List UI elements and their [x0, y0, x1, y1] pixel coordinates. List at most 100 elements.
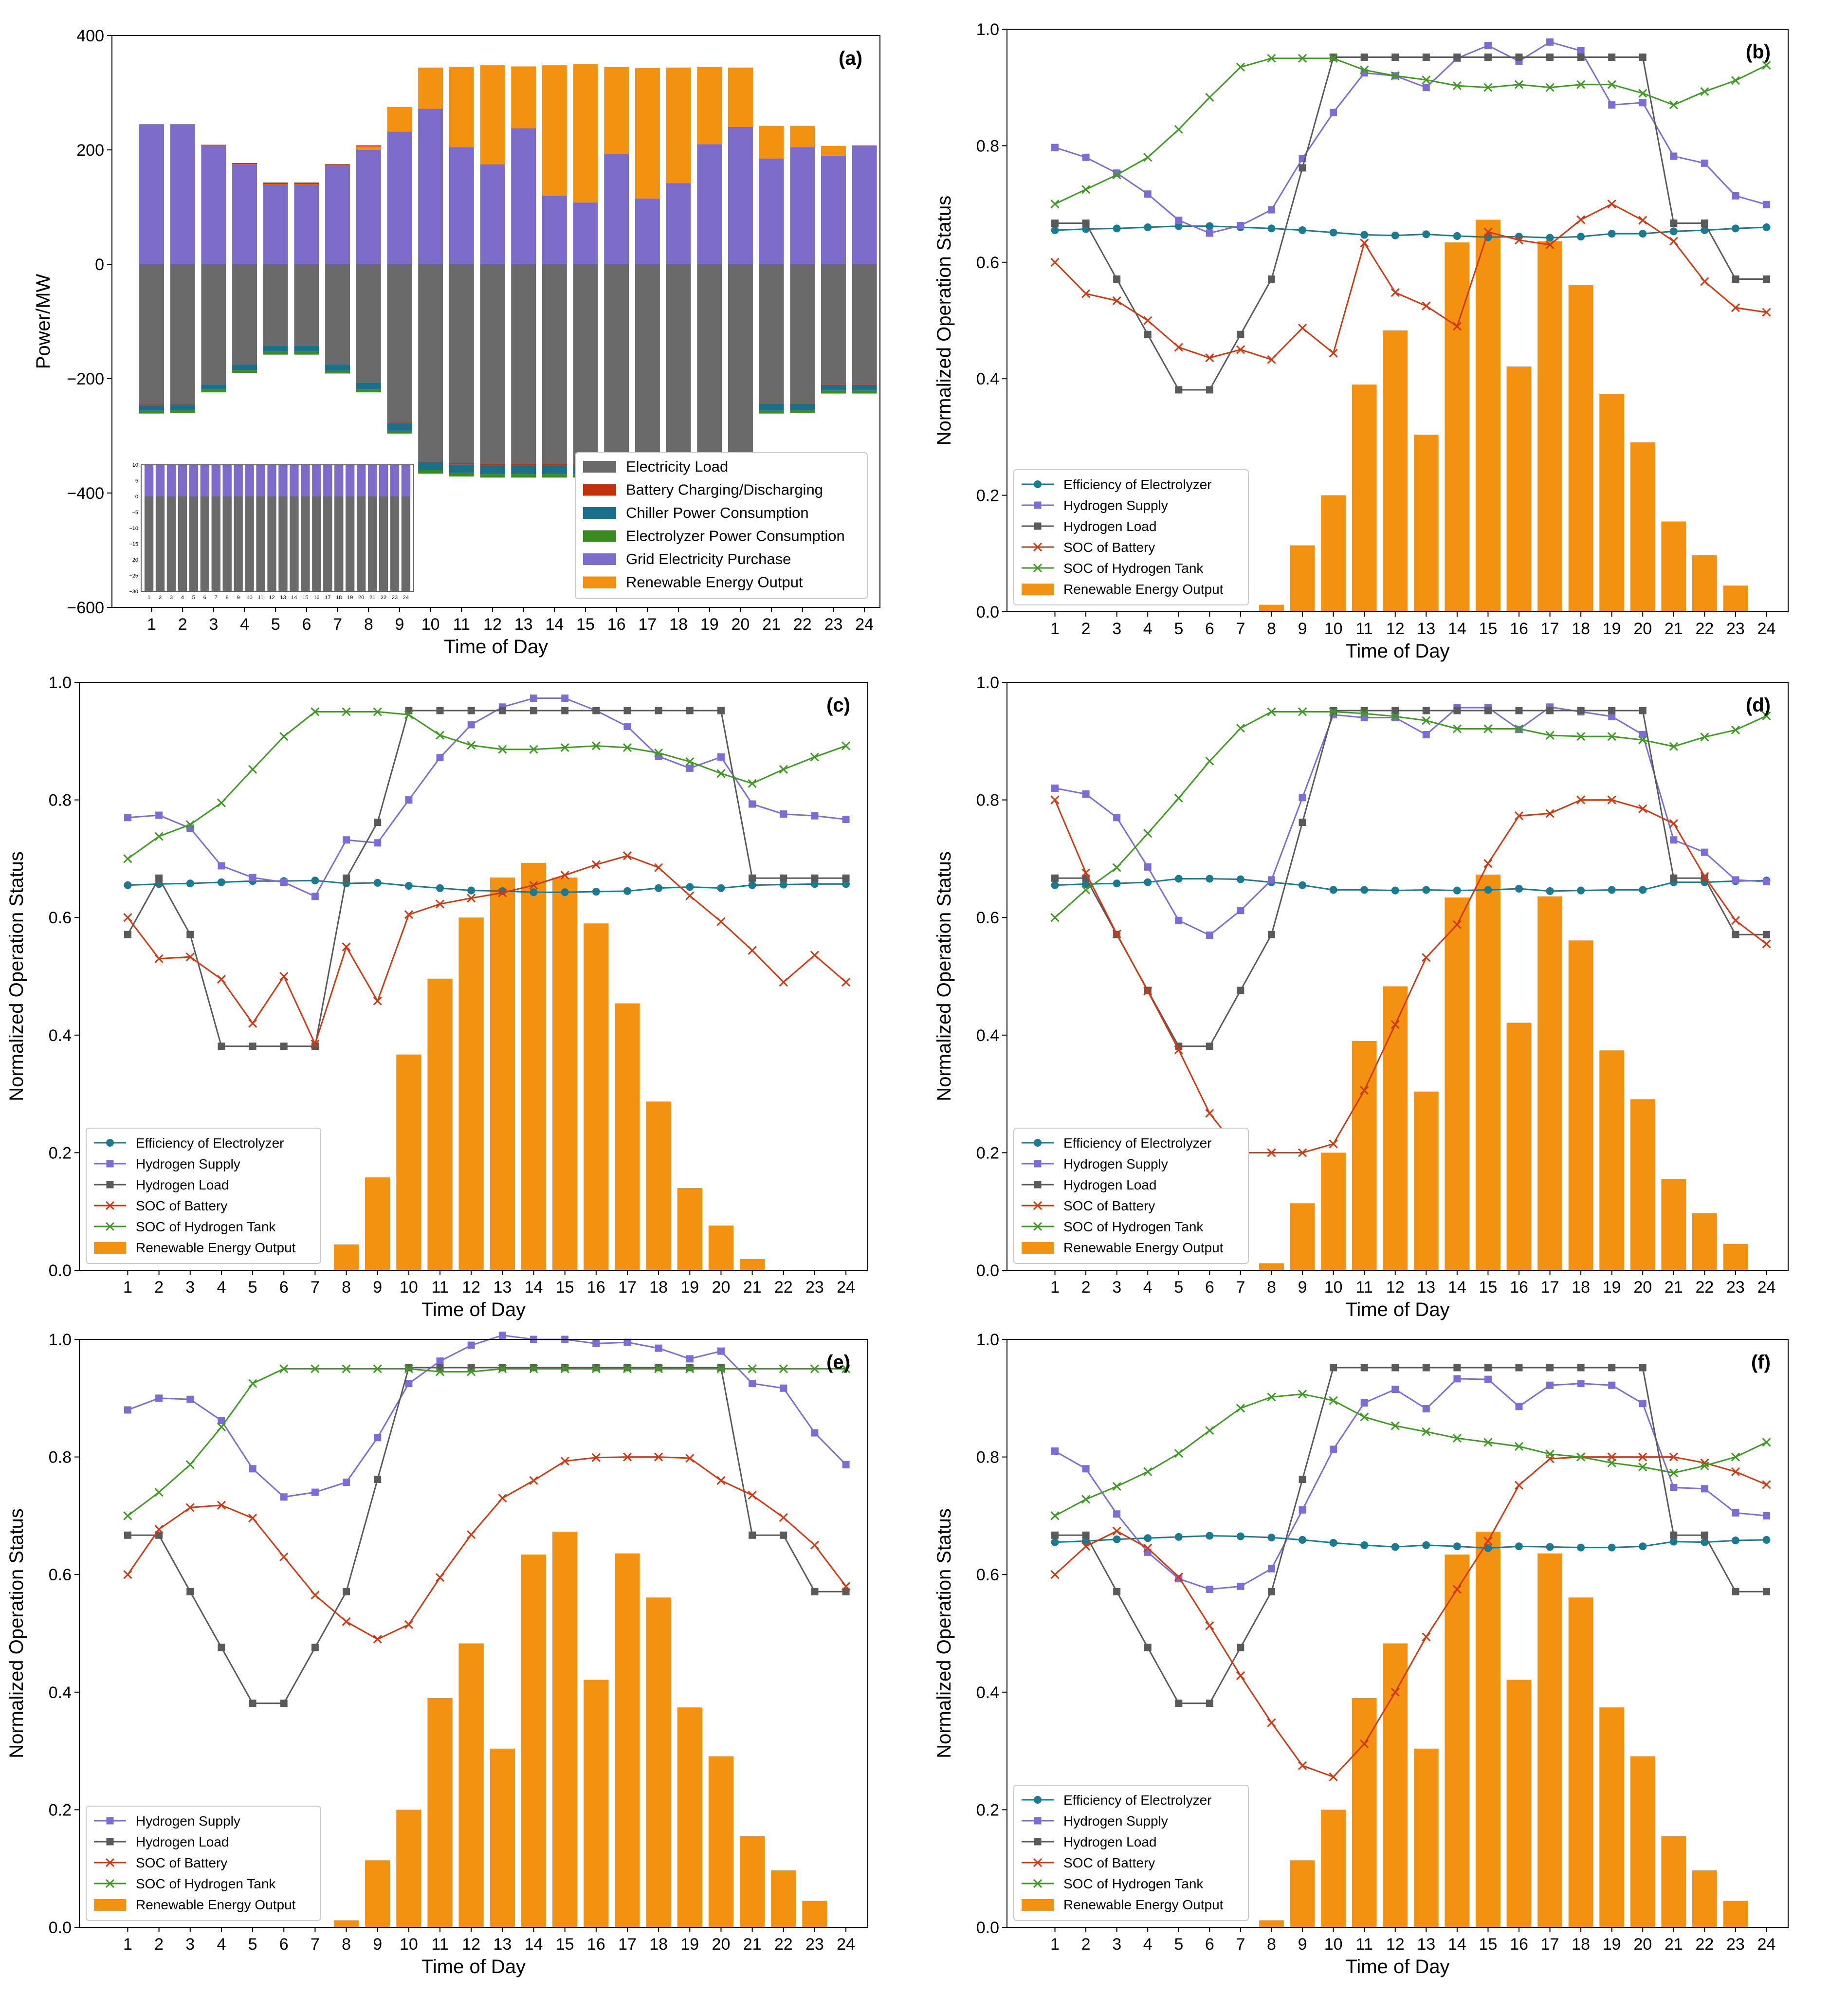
series-point-eff: [748, 881, 756, 889]
series-point-eff: [1608, 230, 1616, 238]
series-point-socbat: [1267, 1148, 1276, 1157]
x-tick-label: 12: [1386, 1935, 1405, 1954]
legend-box: [575, 452, 868, 599]
series-point-socbat: [622, 851, 632, 860]
series-point-socbat: [654, 1452, 663, 1462]
inset-x-tick-label: 15: [302, 595, 308, 601]
series-point-soctank: [779, 1364, 788, 1373]
bar-chiller: [232, 364, 257, 370]
y-tick-label: 0.0: [49, 1919, 72, 1937]
series-point-soctank: [154, 832, 164, 841]
x-tick-label: 19: [700, 615, 719, 634]
series-point-socbat: [1762, 308, 1771, 317]
x-tick-label: 10: [1324, 1935, 1343, 1954]
x-tick-label: 2: [1081, 1278, 1091, 1297]
series-point-h2load: [1608, 1364, 1616, 1372]
series-point-h2supply: [467, 721, 475, 729]
series-point-h2load: [1082, 220, 1090, 227]
bar-battery: [511, 464, 536, 466]
renewable-bar: [1476, 875, 1500, 1270]
inset-bar-load: [301, 496, 310, 591]
legend-label: Electricity Load: [626, 458, 728, 475]
renewable-bar: [1630, 1099, 1655, 1270]
series-line-socbat: [127, 855, 847, 1046]
renewable-bar: [1321, 1810, 1346, 1927]
series-point-h2supply: [1082, 1465, 1090, 1473]
bar-chiller: [480, 465, 505, 475]
x-tick-label: 23: [805, 1278, 824, 1297]
series-point-soctank: [217, 1422, 226, 1432]
series-point-eff: [1113, 224, 1121, 233]
renewable-bar: [1476, 220, 1500, 612]
series-point-h2load: [1391, 1364, 1399, 1372]
series-point-h2load: [1732, 1588, 1739, 1595]
series-point-h2load: [780, 874, 787, 882]
y-tick-label: 1.0: [976, 20, 999, 39]
series-point-eff: [1267, 1534, 1276, 1542]
series-point-eff: [1515, 1542, 1523, 1551]
series-point-soctank: [529, 745, 538, 754]
bar-grid: [170, 124, 195, 264]
series-point-soctank: [716, 769, 726, 778]
series-point-socbat: [748, 1491, 757, 1500]
series-point-socbat: [1143, 987, 1153, 996]
series-point-h2supply: [842, 1461, 850, 1468]
inset-bar-grid: [200, 465, 209, 496]
series-point-socbat: [1638, 216, 1647, 225]
series-point-h2load: [686, 1364, 694, 1372]
bar-electrolyzer: [294, 351, 319, 355]
series-point-eff: [1329, 886, 1337, 894]
series-point-socbat: [1576, 795, 1586, 805]
series-point-socbat: [1607, 795, 1616, 805]
series-point-h2load: [1330, 1364, 1337, 1372]
x-tick-label: 20: [1633, 1278, 1652, 1297]
series-point-h2supply: [1206, 229, 1213, 237]
series-point-eff: [1051, 1538, 1059, 1546]
series-point-socbat: [1081, 289, 1091, 298]
series-point-h2load: [467, 707, 475, 714]
bar-battery: [480, 464, 505, 466]
series-point-soctank: [1050, 200, 1060, 209]
series-point-h2supply: [1330, 1445, 1337, 1453]
series-point-h2load: [1453, 1364, 1461, 1372]
inset-bar-grid: [222, 465, 232, 496]
inset-x-tick-label: 23: [392, 595, 398, 601]
x-axis-label: Time of Day: [1345, 640, 1449, 662]
series-point-h2load: [1546, 707, 1554, 714]
plot-frame: [1006, 682, 1789, 1271]
inset-bar-grid: [334, 465, 344, 496]
series-point-socbat: [1236, 345, 1245, 354]
inset-bar-grid: [245, 465, 254, 496]
series-line-h2supply: [1055, 706, 1767, 936]
series-point-soctank: [748, 779, 757, 788]
plot-frame: [1006, 1339, 1789, 1928]
x-axis-label: Time of Day: [1345, 1299, 1449, 1320]
series-point-h2supply: [1763, 878, 1771, 886]
x-tick-label: 24: [837, 1935, 855, 1954]
series-point-h2supply: [343, 836, 350, 844]
x-tick-label: 15: [1479, 1935, 1498, 1954]
legend-swatch: [583, 576, 616, 588]
series-point-h2supply: [1051, 1447, 1059, 1455]
x-tick-label: 5: [1174, 1935, 1183, 1954]
inset-bar-grid: [323, 465, 332, 496]
series-point-socbat: [1112, 296, 1121, 305]
series-point-soctank: [1422, 1427, 1431, 1436]
bar-load: [325, 264, 350, 365]
legend-label: SOC of Battery: [1063, 540, 1155, 555]
x-tick-label: 13: [1417, 620, 1435, 638]
x-tick-label: 16: [1510, 1935, 1528, 1954]
inset-bar-load: [278, 496, 288, 591]
renewable-bar: [677, 1188, 702, 1270]
bar-grid: [201, 145, 226, 264]
series-point-h2load: [1360, 1364, 1368, 1372]
renewable-bar: [1506, 1023, 1532, 1270]
inset-bar-load: [379, 496, 388, 591]
inset-bar-load: [256, 496, 265, 591]
bar-renewable: [604, 67, 629, 154]
y-tick-label: 0.2: [49, 1144, 72, 1162]
series-point-eff: [530, 888, 538, 896]
renewable-bar: [552, 878, 578, 1270]
series-point-h2load: [498, 1364, 506, 1372]
